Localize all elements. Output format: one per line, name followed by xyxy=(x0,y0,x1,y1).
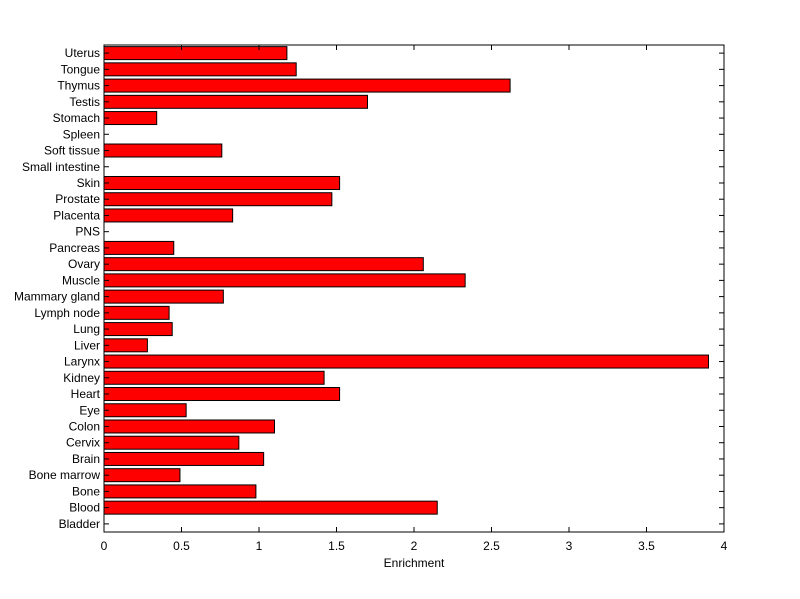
x-axis-label: Enrichment xyxy=(384,556,445,570)
y-tick-label-stomach: Stomach xyxy=(53,111,100,125)
x-tick-label: 3 xyxy=(566,539,573,553)
bar-kidney xyxy=(103,370,325,385)
bar-colon xyxy=(103,419,275,434)
y-tick-label-cervix: Cervix xyxy=(66,436,100,450)
bar-muscle xyxy=(103,273,466,288)
bar-tongue xyxy=(103,62,297,77)
y-tick-label-soft-tissue: Soft tissue xyxy=(44,144,100,158)
bar-larynx xyxy=(103,354,709,369)
bar-eye xyxy=(103,403,187,418)
y-tick-label-thymus: Thymus xyxy=(57,79,100,93)
x-tick-label: 0.5 xyxy=(173,539,190,553)
bar-placenta xyxy=(103,208,234,223)
y-tick-label-tongue: Tongue xyxy=(61,62,101,76)
y-tick-label-prostate: Prostate xyxy=(55,192,100,206)
bar-thymus xyxy=(103,78,511,93)
y-tick-label-lung: Lung xyxy=(73,322,100,336)
bar-soft-tissue xyxy=(103,143,223,158)
y-tick-label-small-intestine: Small intestine xyxy=(22,160,100,174)
y-tick-label-skin: Skin xyxy=(77,176,100,190)
axes-frame xyxy=(103,44,725,533)
bar-brain xyxy=(103,451,265,466)
x-tick-label: 2.5 xyxy=(483,539,500,553)
x-tick-label: 3.5 xyxy=(638,539,655,553)
bars-group xyxy=(103,46,709,515)
bar-bone-marrow xyxy=(103,468,181,483)
y-tick-label-eye: Eye xyxy=(79,403,100,417)
y-axis-ticks: Bladder Blood Bone Bone marrow Brain Cervix Co… xyxy=(14,46,724,531)
bar-liver xyxy=(103,338,148,353)
y-tick-label-mammary-gland: Mammary gland xyxy=(14,290,100,304)
y-tick-label-spleen: Spleen xyxy=(63,127,100,141)
y-tick-label-ovary: Ovary xyxy=(68,257,100,271)
y-tick-label-lymph-node: Lymph node xyxy=(34,306,100,320)
y-tick-label-pancreas: Pancreas xyxy=(49,241,100,255)
y-tick-label-placenta: Placenta xyxy=(53,208,100,222)
y-tick-label-bone: Bone xyxy=(72,484,100,498)
bar-ovary xyxy=(103,257,424,272)
bar-lung xyxy=(103,322,173,337)
y-tick-label-testis: Testis xyxy=(69,95,100,109)
y-tick-label-kidney: Kidney xyxy=(63,371,100,385)
x-tick-label: 2 xyxy=(411,539,418,553)
bar-blood xyxy=(103,500,438,515)
bar-bone xyxy=(103,484,257,499)
bar-pancreas xyxy=(103,240,175,255)
x-tick-label: 1 xyxy=(256,539,263,553)
y-tick-label-heart: Heart xyxy=(71,387,101,401)
bar-stomach xyxy=(103,111,158,126)
x-tick-label: 1.5 xyxy=(328,539,345,553)
x-tick-label: 0 xyxy=(101,539,108,553)
bar-mammary-gland xyxy=(103,289,224,304)
y-tick-label-larynx: Larynx xyxy=(64,355,100,369)
bar-heart xyxy=(103,387,341,402)
y-tick-label-brain: Brain xyxy=(72,452,100,466)
x-tick-label: 4 xyxy=(721,539,728,553)
bar-testis xyxy=(103,94,368,109)
y-tick-label-muscle: Muscle xyxy=(62,273,100,287)
y-tick-label-pns: PNS xyxy=(75,225,100,239)
y-tick-label-liver: Liver xyxy=(74,338,100,352)
bar-cervix xyxy=(103,435,240,450)
y-tick-label-uterus: Uterus xyxy=(65,46,100,60)
bar-lymph-node xyxy=(103,305,170,320)
y-tick-label-colon: Colon xyxy=(69,419,100,433)
y-tick-label-bladder: Bladder xyxy=(59,517,100,531)
bar-prostate xyxy=(103,192,333,207)
bar-skin xyxy=(103,175,341,190)
y-tick-label-bone-marrow: Bone marrow xyxy=(29,468,101,482)
y-tick-label-blood: Blood xyxy=(69,501,100,515)
